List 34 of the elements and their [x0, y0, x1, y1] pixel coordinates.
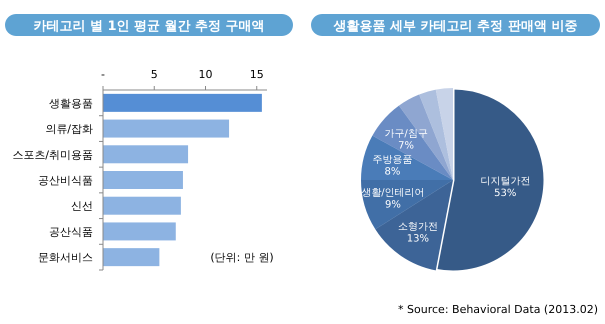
- chart-title: 생활용품 세부 카테고리 추정 판매액 비중: [332, 19, 578, 34]
- data-label: 53%: [494, 188, 516, 199]
- y-tick-label: 신선: [71, 200, 93, 213]
- y-tick-label: 공산식품: [49, 225, 93, 238]
- slice-label: 가구/침구: [384, 128, 428, 140]
- slice-label: 소형가전: [398, 222, 438, 233]
- annotation: (단위: 만 원): [210, 251, 274, 264]
- y-tick-label: 스포츠/취미용품: [12, 148, 93, 162]
- bar: [103, 120, 230, 138]
- data-label: 8%: [384, 166, 400, 178]
- bar: [103, 248, 160, 266]
- bar: [103, 145, 188, 164]
- slice-label: 디지털가전: [480, 176, 530, 187]
- bar: [103, 171, 183, 189]
- bar: [103, 94, 262, 112]
- x-tick-label: -: [101, 68, 106, 81]
- y-tick-label: 공산비식품: [38, 174, 93, 187]
- chart-title: 카테고리 별 1인 평균 월간 추정 구매액: [33, 19, 265, 34]
- data-label: 7%: [398, 140, 414, 152]
- slice-label: 주방용품: [372, 154, 412, 166]
- bar: [103, 196, 181, 215]
- x-tick-label: 15: [250, 68, 264, 81]
- x-tick-label: 5: [150, 68, 158, 81]
- x-tick-label: 10: [198, 68, 212, 81]
- pie-slice: [436, 88, 453, 180]
- data-label: 9%: [384, 199, 401, 210]
- pie-slice: [372, 106, 453, 180]
- bar: [103, 222, 176, 240]
- y-tick-label: 의류/잡화: [45, 122, 93, 136]
- slice-label: 생활/인테리어: [361, 187, 425, 198]
- y-tick-label: 문화서비스: [38, 251, 93, 264]
- data-label: 13%: [406, 234, 429, 245]
- y-tick-label: 생활용품: [49, 96, 93, 110]
- text: * Source: Behavioral Data (2013.02): [398, 303, 598, 316]
